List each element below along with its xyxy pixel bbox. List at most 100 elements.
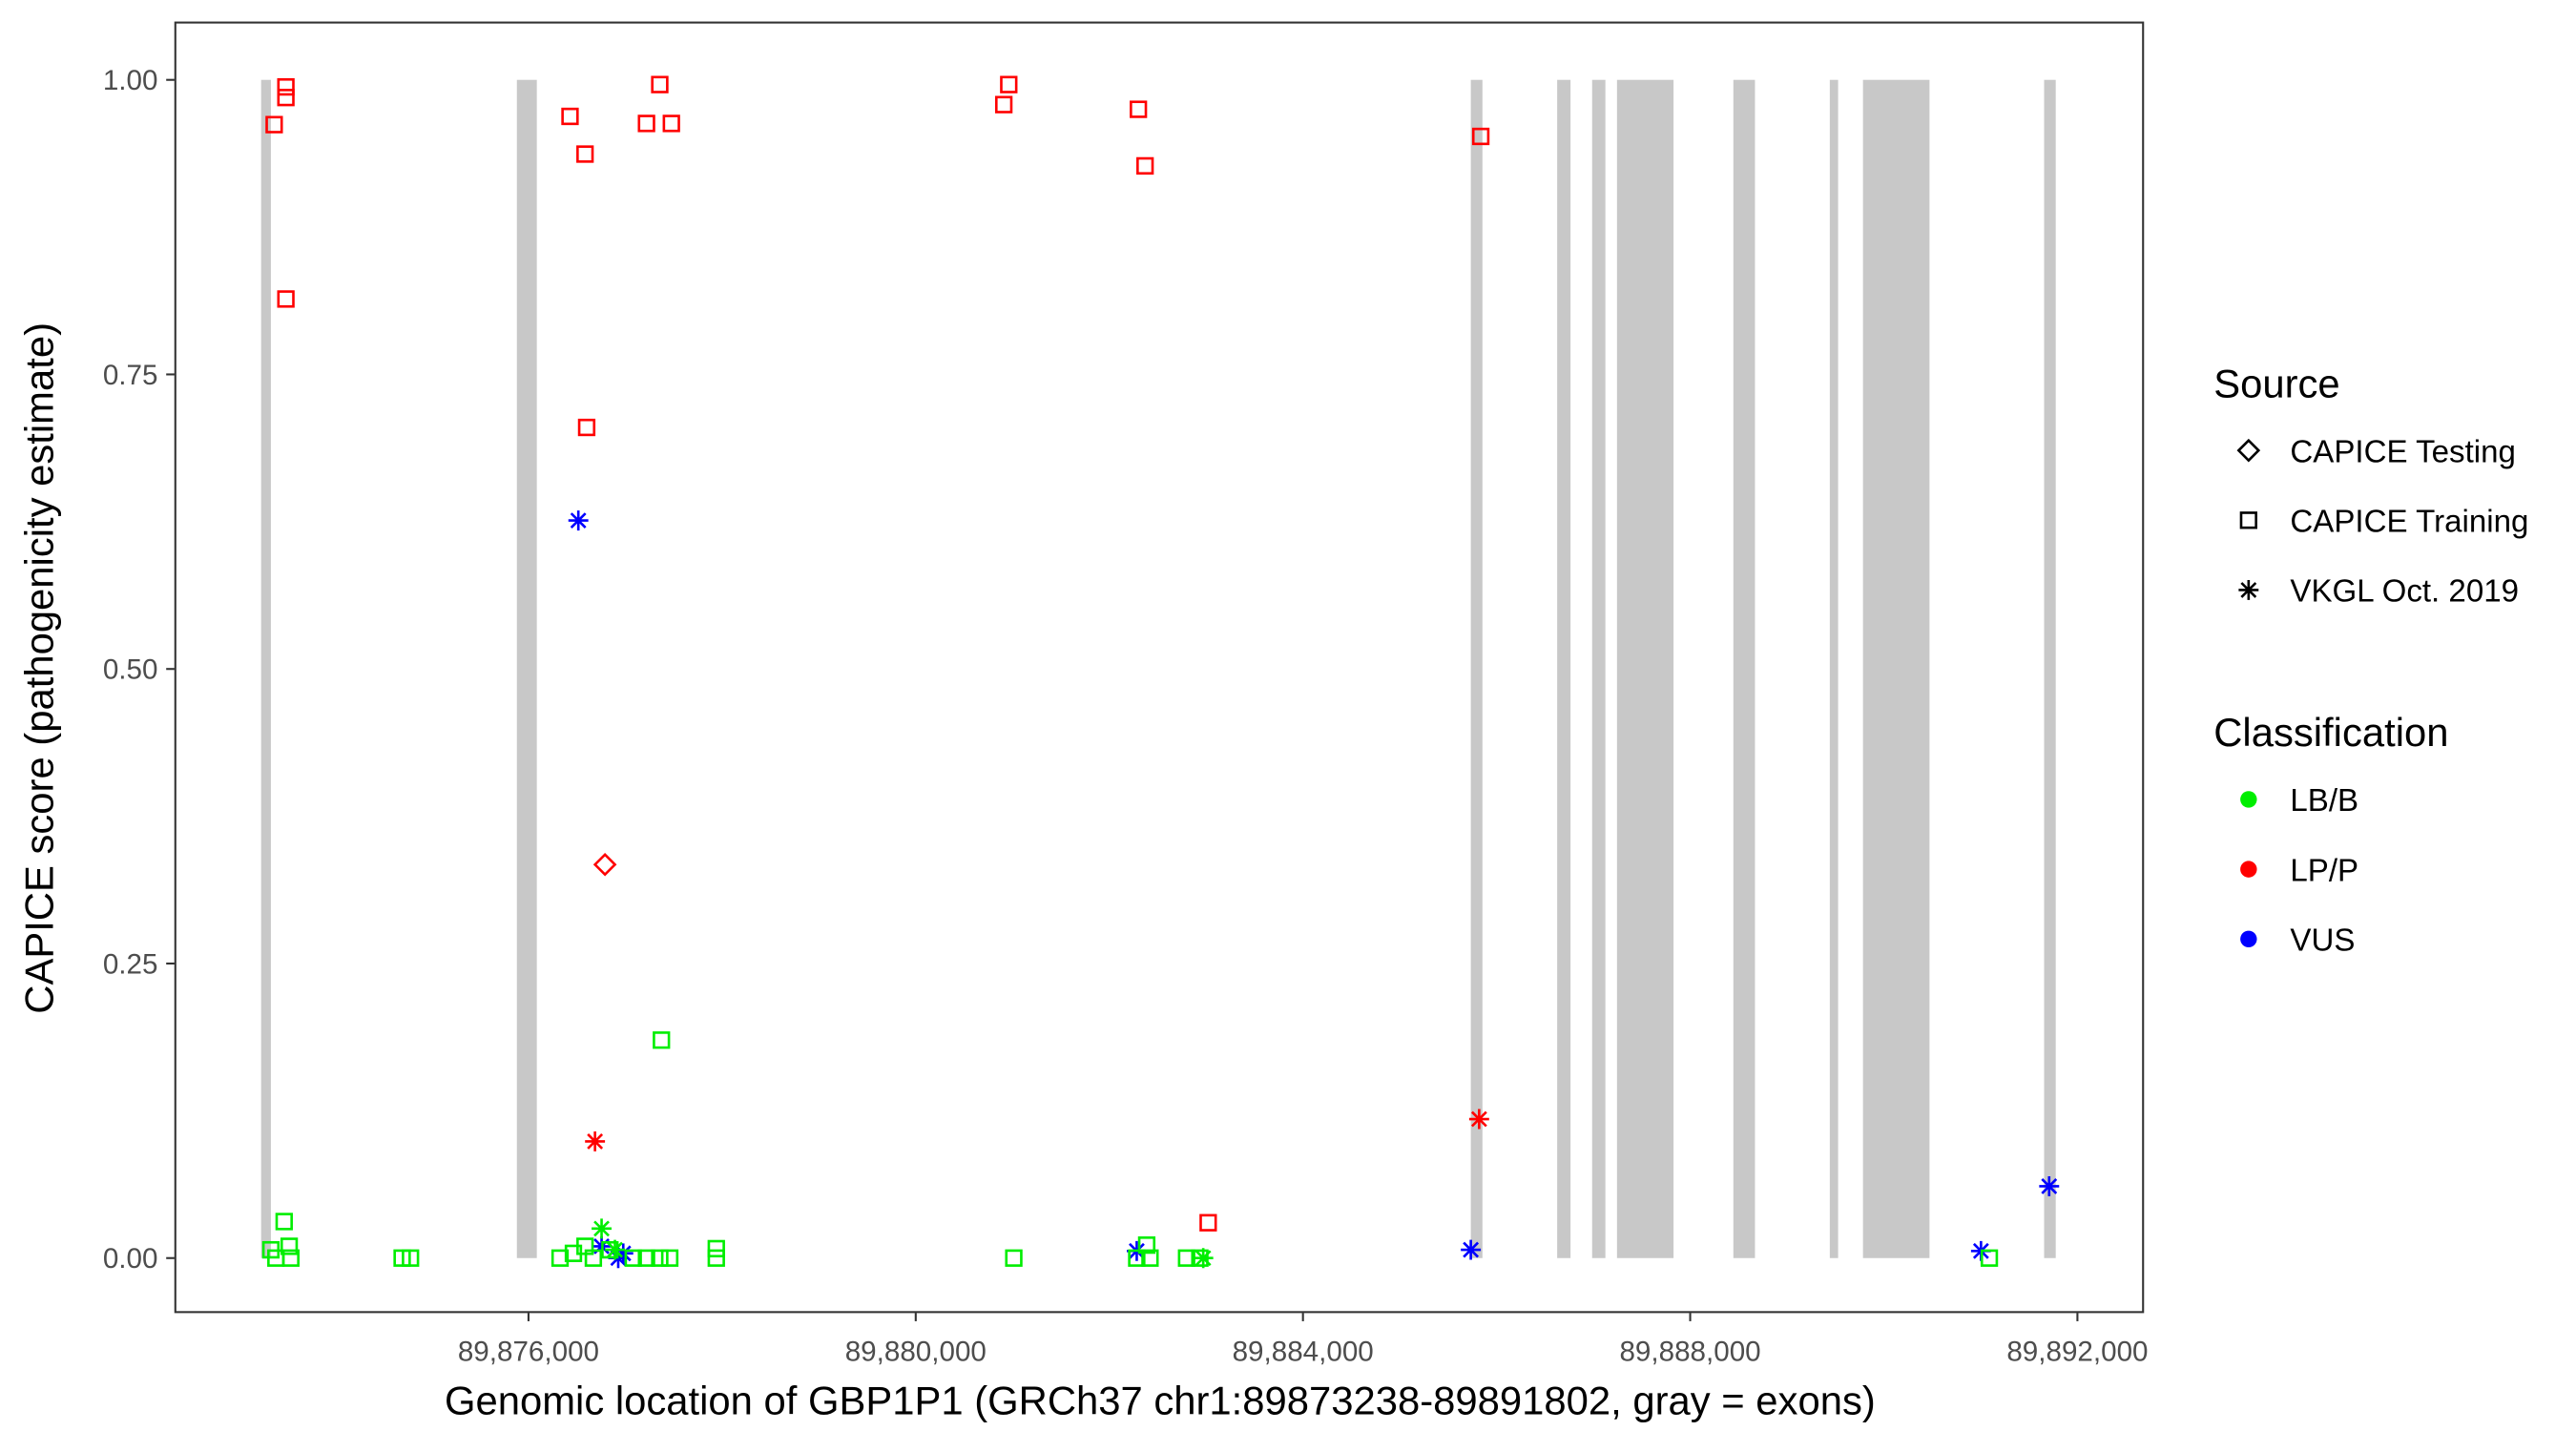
diamond-marker bbox=[2236, 438, 2261, 463]
square-marker bbox=[624, 1249, 642, 1267]
data-point bbox=[275, 1213, 293, 1231]
legend-classification-title: Classification bbox=[2213, 710, 2448, 755]
legend: Source CAPICE Testing CAPICE Training VKGL… bbox=[2213, 361, 2528, 958]
legend-source-label: VKGL Oct. 2019 bbox=[2290, 574, 2519, 610]
square-marker bbox=[1000, 75, 1018, 93]
legend-diamond-icon bbox=[2236, 438, 2261, 463]
data-point bbox=[637, 1249, 655, 1267]
data-point bbox=[585, 1131, 606, 1151]
data-point bbox=[660, 1249, 679, 1267]
x-axis-ticks: 89,876,000 89,880,000 89,884,000 89,888,000… bbox=[458, 1313, 2149, 1368]
data-point bbox=[277, 77, 295, 96]
square-marker bbox=[275, 1213, 293, 1231]
square-marker bbox=[651, 75, 669, 93]
square-marker bbox=[281, 1249, 300, 1267]
data-point bbox=[651, 1249, 669, 1267]
diamond-marker bbox=[592, 852, 617, 877]
x-tick-label: 89,884,000 bbox=[1233, 1337, 1374, 1368]
square-marker bbox=[1137, 1236, 1156, 1255]
asterisk-marker bbox=[585, 1131, 606, 1151]
square-marker bbox=[1141, 1249, 1159, 1267]
square-marker bbox=[653, 1031, 671, 1049]
data-point bbox=[662, 114, 680, 133]
data-point bbox=[1137, 1236, 1156, 1255]
square-marker bbox=[277, 89, 295, 107]
legend-class-label: LB/B bbox=[2290, 783, 2358, 819]
square-marker bbox=[265, 115, 283, 134]
square-marker bbox=[651, 1249, 669, 1267]
data-point bbox=[707, 1249, 725, 1267]
data-point bbox=[592, 852, 617, 877]
square-marker bbox=[1199, 1213, 1217, 1232]
square-marker bbox=[277, 290, 295, 308]
data-point bbox=[1980, 1249, 1999, 1267]
data-point bbox=[584, 1249, 603, 1267]
square-marker bbox=[637, 1249, 655, 1267]
data-point bbox=[624, 1249, 642, 1267]
data-point bbox=[281, 1249, 300, 1267]
data-point bbox=[577, 418, 596, 437]
legend-class-label: LP/P bbox=[2290, 853, 2358, 888]
legend-class-label: VUS bbox=[2290, 923, 2355, 958]
data-point bbox=[994, 95, 1013, 114]
y-tick-label: 1.00 bbox=[103, 65, 158, 96]
legend-dot-icon bbox=[2240, 791, 2257, 808]
y-axis-ticks: 0.00 0.25 0.50 0.75 1.00 bbox=[103, 65, 175, 1275]
exon-band bbox=[1616, 79, 1674, 1258]
data-point bbox=[561, 107, 579, 126]
square-marker bbox=[707, 1249, 725, 1267]
x-tick-label: 89,880,000 bbox=[845, 1337, 987, 1368]
exon-band bbox=[1557, 79, 1571, 1258]
x-axis-title: Genomic location of GBP1P1 (GRCh37 chr1:… bbox=[445, 1378, 1876, 1422]
exon-band bbox=[1470, 79, 1483, 1258]
data-point bbox=[707, 1239, 725, 1258]
legend-asterisk-icon bbox=[2238, 580, 2259, 600]
data-point bbox=[1128, 1249, 1146, 1267]
data-point bbox=[1471, 127, 1490, 146]
x-tick-label: 89,876,000 bbox=[458, 1337, 599, 1368]
square-marker bbox=[561, 107, 579, 126]
data-point bbox=[1130, 100, 1148, 118]
data-point bbox=[402, 1249, 420, 1267]
square-marker bbox=[1128, 1249, 1146, 1267]
square-marker bbox=[662, 114, 680, 133]
y-tick-label: 0.00 bbox=[103, 1243, 158, 1275]
exon-band bbox=[260, 79, 271, 1258]
data-point bbox=[2039, 1175, 2060, 1196]
square-marker bbox=[277, 77, 295, 96]
legend-source-label: CAPICE Testing bbox=[2290, 434, 2516, 469]
square-marker bbox=[402, 1249, 420, 1267]
square-marker bbox=[280, 1237, 299, 1255]
square-marker bbox=[637, 114, 655, 133]
asterisk-marker bbox=[1193, 1248, 1214, 1269]
square-marker bbox=[1136, 156, 1154, 176]
data-point bbox=[576, 145, 594, 163]
exon-band bbox=[1862, 79, 1930, 1258]
data-point bbox=[277, 89, 295, 107]
asterisk-marker bbox=[2238, 580, 2259, 600]
data-point bbox=[1461, 1239, 1482, 1260]
data-point bbox=[277, 290, 295, 308]
exon-bands bbox=[260, 79, 2056, 1258]
exon-band bbox=[1591, 79, 1606, 1258]
square-marker bbox=[577, 418, 596, 437]
x-tick-label: 89,892,000 bbox=[2006, 1337, 2148, 1368]
legend-dot-icon bbox=[2240, 930, 2257, 947]
data-point bbox=[651, 75, 669, 93]
data-point bbox=[1005, 1249, 1023, 1267]
asterisk-marker bbox=[1461, 1239, 1482, 1260]
asterisk-marker bbox=[2039, 1175, 2060, 1196]
square-marker bbox=[707, 1239, 725, 1258]
square-marker bbox=[2239, 511, 2257, 529]
square-marker bbox=[660, 1249, 679, 1267]
legend-dot-icon bbox=[2240, 861, 2257, 878]
y-tick-label: 0.25 bbox=[103, 948, 158, 980]
data-point bbox=[1199, 1213, 1217, 1232]
square-marker bbox=[551, 1249, 570, 1267]
legend-source-title: Source bbox=[2213, 361, 2339, 405]
square-marker bbox=[576, 145, 594, 163]
data-point bbox=[1468, 1109, 1489, 1130]
square-marker bbox=[584, 1249, 603, 1267]
asterisk-marker bbox=[592, 1218, 612, 1239]
data-point bbox=[653, 1031, 671, 1049]
